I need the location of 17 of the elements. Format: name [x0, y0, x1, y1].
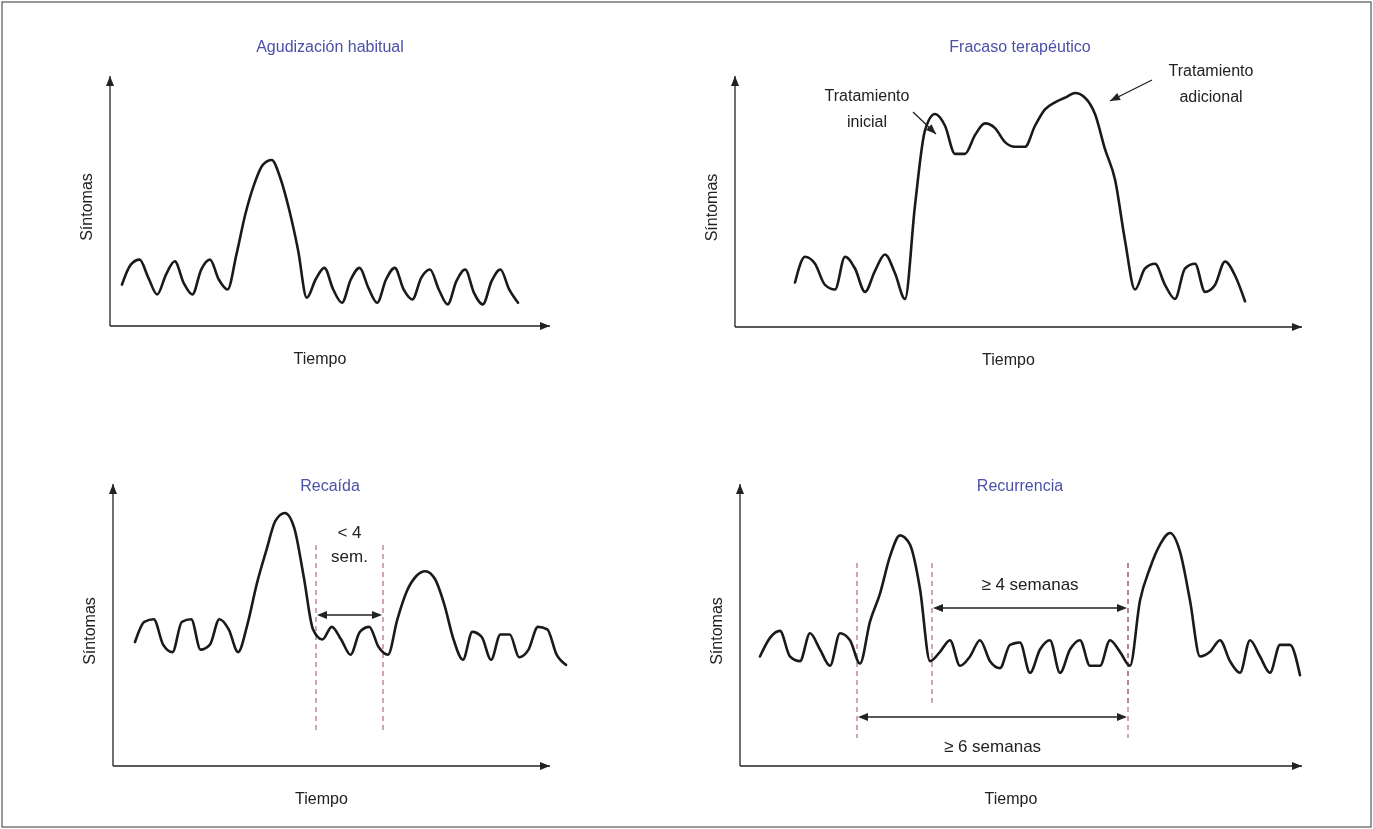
y-axis-title: Síntomas: [81, 597, 98, 665]
chart-title: Fracaso terapéutico: [949, 38, 1091, 55]
annotation: Tratamiento adicional: [1168, 62, 1254, 105]
y-axis-title: Síntomas: [708, 597, 725, 665]
x-axis-title: Tiempo: [293, 350, 347, 367]
chart-title: Agudización habitual: [256, 38, 404, 55]
annotation: ≥ 4 semanas: [981, 575, 1079, 594]
annotation: < 4 sem.: [331, 523, 368, 566]
chart-title: Recurrencia: [976, 477, 1064, 494]
x-axis-title: Tiempo: [295, 790, 348, 807]
annotation: ≥ 6 semanas: [943, 737, 1042, 756]
y-axis-title: Síntomas: [703, 173, 720, 242]
y-axis-title: Síntomas: [78, 173, 95, 241]
x-axis-title: Tiempo: [982, 351, 1035, 368]
chart-title: Recaída: [300, 477, 360, 494]
annotation: Tratamiento inicial: [824, 87, 910, 130]
x-axis-title: Tiempo: [984, 790, 1038, 807]
